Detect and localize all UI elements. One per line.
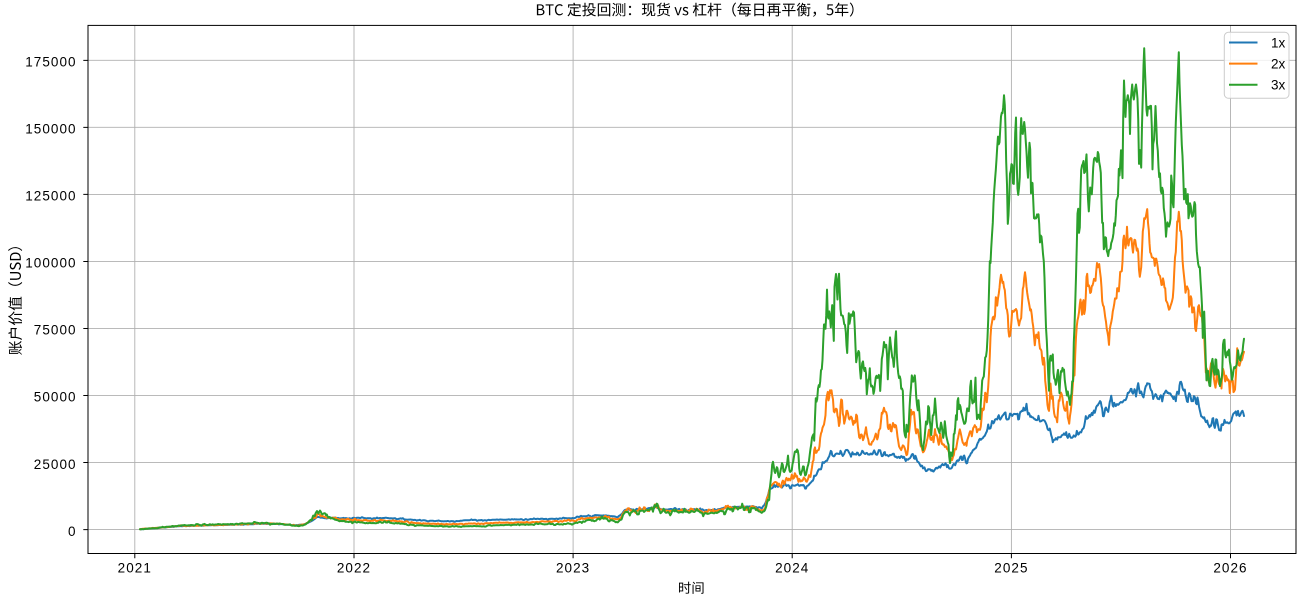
svg-text:2022: 2022 [337,561,371,576]
svg-text:100000: 100000 [25,256,76,271]
svg-text:3x: 3x [1271,78,1286,93]
svg-text:2026: 2026 [1213,561,1247,576]
svg-text:2023: 2023 [556,561,590,576]
svg-text:25000: 25000 [34,457,77,472]
svg-text:2021: 2021 [118,561,152,576]
svg-text:75000: 75000 [34,323,77,338]
svg-text:125000: 125000 [25,189,76,204]
svg-text:1x: 1x [1271,35,1286,50]
svg-text:2025: 2025 [994,561,1028,576]
svg-text:50000: 50000 [34,390,77,405]
svg-text:175000: 175000 [25,55,76,70]
svg-text:0: 0 [68,524,77,539]
svg-text:2x: 2x [1271,57,1286,72]
svg-text:2024: 2024 [775,561,809,576]
svg-text:150000: 150000 [25,122,76,137]
